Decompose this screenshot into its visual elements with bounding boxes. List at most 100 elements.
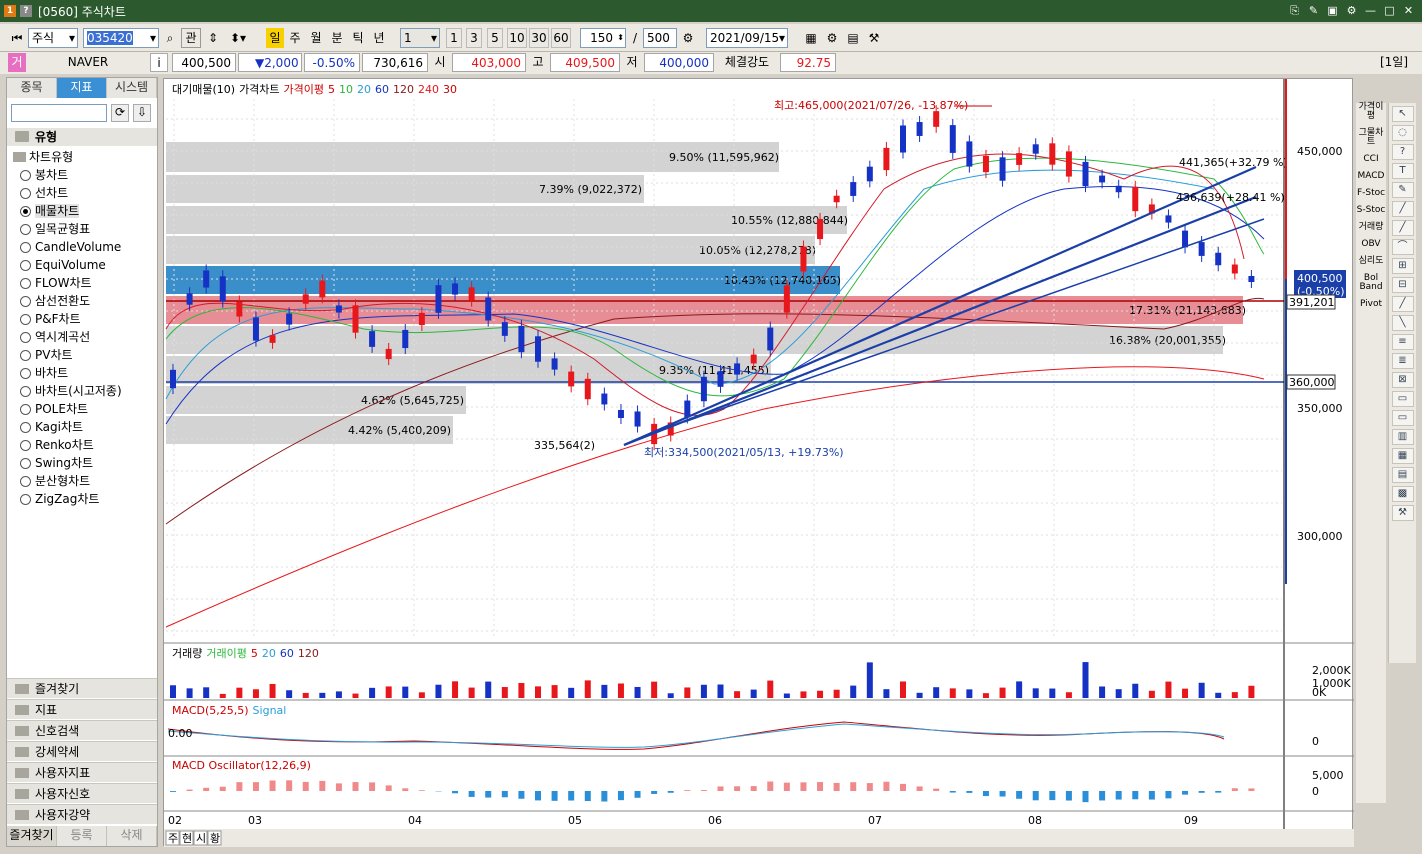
folder-4[interactable]: 사용자지표	[7, 762, 157, 782]
period-button[interactable]	[165, 830, 180, 846]
tab-system[interactable]: 시스템	[107, 78, 157, 98]
indicator-9[interactable]: Bol Band	[1359, 273, 1383, 292]
tab-indicators[interactable]: 지표	[57, 78, 107, 98]
quick-unit-30[interactable]: 30	[529, 28, 549, 48]
indicator-2[interactable]: CCI	[1363, 154, 1379, 164]
drawing-tool-2-icon[interactable]: ?	[1391, 144, 1414, 160]
radio-icon[interactable]	[20, 314, 31, 325]
drawing-tool-18-icon[interactable]: ▦	[1391, 448, 1414, 464]
tab-stocks[interactable]: 종목	[7, 78, 57, 98]
radio-icon[interactable]	[20, 458, 31, 469]
tab-register[interactable]: 등록	[57, 826, 107, 846]
search-input[interactable]	[11, 104, 107, 122]
drawing-tool-21-icon[interactable]: ⚒	[1391, 505, 1414, 521]
indicator-8[interactable]: 심리도	[1358, 256, 1384, 266]
chart-type-7[interactable]: 삼선전환도	[20, 292, 90, 310]
help-icon[interactable]: ?	[20, 5, 32, 17]
chart-type-6[interactable]: FLOW차트	[20, 274, 92, 292]
drawing-tool-1-icon[interactable]: ◌	[1391, 125, 1414, 141]
section-header[interactable]: 유형	[7, 128, 157, 146]
code-input[interactable]: 035420 ▾	[83, 28, 159, 48]
radio-icon[interactable]	[20, 206, 31, 217]
drawing-tool-17-icon[interactable]: ▥	[1391, 429, 1414, 445]
search-icon[interactable]: ⌕	[166, 31, 174, 45]
folder-2[interactable]: 신호검색	[7, 720, 157, 740]
drawing-tool-5-icon[interactable]: ╱	[1391, 201, 1414, 217]
radio-icon[interactable]	[20, 386, 31, 397]
sync-icon[interactable]: ⇕	[207, 31, 219, 45]
radio-icon[interactable]	[20, 224, 31, 235]
drawing-tool-8-icon[interactable]: ⊞	[1391, 258, 1414, 274]
drawing-tool-10-icon[interactable]: ╱	[1391, 296, 1414, 312]
indicator-0[interactable]: 가격이평	[1358, 102, 1384, 121]
folder-1[interactable]: 지표	[7, 699, 157, 719]
radio-icon[interactable]	[20, 422, 31, 433]
quick-unit-5[interactable]: 5	[487, 28, 503, 48]
chart-type-14[interactable]: Kagi차트	[20, 418, 83, 436]
radio-icon[interactable]	[20, 296, 31, 307]
chart-type-8[interactable]: P&F차트	[20, 310, 81, 328]
stepper-icon[interactable]: ⬍▾	[229, 31, 247, 45]
chart-type-2[interactable]: 매물차트	[20, 202, 80, 220]
indicator-7[interactable]: OBV	[1361, 239, 1381, 249]
radio-icon[interactable]	[20, 404, 31, 415]
market-select[interactable]: 주식 ▾	[28, 28, 78, 48]
drawing-tool-0-icon[interactable]: ↖	[1391, 106, 1414, 122]
radio-icon[interactable]	[20, 440, 31, 451]
first-icon[interactable]: ⏮	[11, 31, 23, 45]
drawing-tool-15-icon[interactable]: ▭	[1391, 391, 1414, 407]
chart-type-12[interactable]: 바차트(시고저종)	[20, 382, 122, 400]
drawing-tool-4-icon[interactable]: ✎	[1391, 182, 1414, 198]
print-icon[interactable]: ▣	[1327, 4, 1338, 17]
gear-icon[interactable]: ⚙	[826, 31, 838, 45]
close-icon[interactable]: ✕	[1403, 4, 1414, 17]
chart-type-10[interactable]: PV차트	[20, 346, 73, 364]
radio-icon[interactable]	[20, 350, 31, 361]
indicator-6[interactable]: 거래량	[1358, 222, 1384, 232]
radio-icon[interactable]	[20, 476, 31, 487]
indicator-4[interactable]: F-Stoc	[1356, 188, 1386, 198]
chart-type-18[interactable]: ZigZag차트	[20, 490, 99, 508]
period-day[interactable]: 일	[266, 28, 284, 48]
radio-icon[interactable]	[20, 260, 31, 271]
stepper-icon[interactable]: ⬍	[617, 33, 624, 42]
radio-icon[interactable]	[20, 188, 31, 199]
count-input[interactable]: 150 ⬍	[580, 28, 626, 48]
folder-0[interactable]: 즐겨찾기	[7, 678, 157, 698]
chart-type-13[interactable]: POLE차트	[20, 400, 88, 418]
drawing-tool-9-icon[interactable]: ⊟	[1391, 277, 1414, 293]
radio-icon[interactable]	[20, 332, 31, 343]
quick-unit-1[interactable]: 1	[446, 28, 462, 48]
period-button[interactable]	[207, 830, 222, 846]
period-button[interactable]	[179, 830, 194, 846]
radio-icon[interactable]	[20, 278, 31, 289]
tree-root[interactable]: 차트유형	[11, 148, 73, 166]
folder-3[interactable]: 강세약세	[7, 741, 157, 761]
chart-config-icon[interactable]: ▦	[805, 31, 817, 45]
rel-button[interactable]: 관	[181, 28, 201, 48]
drawing-tool-16-icon[interactable]: ▭	[1391, 410, 1414, 426]
period-button[interactable]	[193, 830, 208, 846]
drawing-tool-19-icon[interactable]: ▤	[1391, 467, 1414, 483]
info-icon[interactable]: i	[150, 53, 168, 72]
period-week[interactable]: 주	[289, 31, 301, 45]
indicator-10[interactable]: Pivot	[1359, 299, 1383, 309]
price-chart-svg[interactable]: 9.50% (11,595,962) 7.39% (9,022,372) 10.55…	[164, 79, 1354, 847]
drawing-tool-6-icon[interactable]: ╱	[1391, 220, 1414, 236]
drawing-tool-11-icon[interactable]: ╲	[1391, 315, 1414, 331]
quick-unit-10[interactable]: 10	[507, 28, 527, 48]
refresh-icon[interactable]: ⟳	[111, 104, 129, 122]
chart-type-1[interactable]: 선차트	[20, 184, 68, 202]
drawing-tool-7-icon[interactable]: ⌒	[1391, 239, 1414, 255]
maximize-icon[interactable]: □	[1384, 4, 1395, 17]
save-icon[interactable]: ▤	[847, 31, 859, 45]
quick-unit-60[interactable]: 60	[551, 28, 571, 48]
radio-icon[interactable]	[20, 170, 31, 181]
chart-type-4[interactable]: CandleVolume	[20, 238, 121, 256]
gear-icon[interactable]: ⚙	[1346, 4, 1357, 17]
drawing-tool-13-icon[interactable]: ≣	[1391, 353, 1414, 369]
minimize-icon[interactable]: —	[1365, 4, 1376, 17]
chart-type-11[interactable]: 바차트	[20, 364, 68, 382]
tab-delete[interactable]: 삭제	[107, 826, 157, 846]
chart-type-17[interactable]: 분산형차트	[20, 472, 90, 490]
